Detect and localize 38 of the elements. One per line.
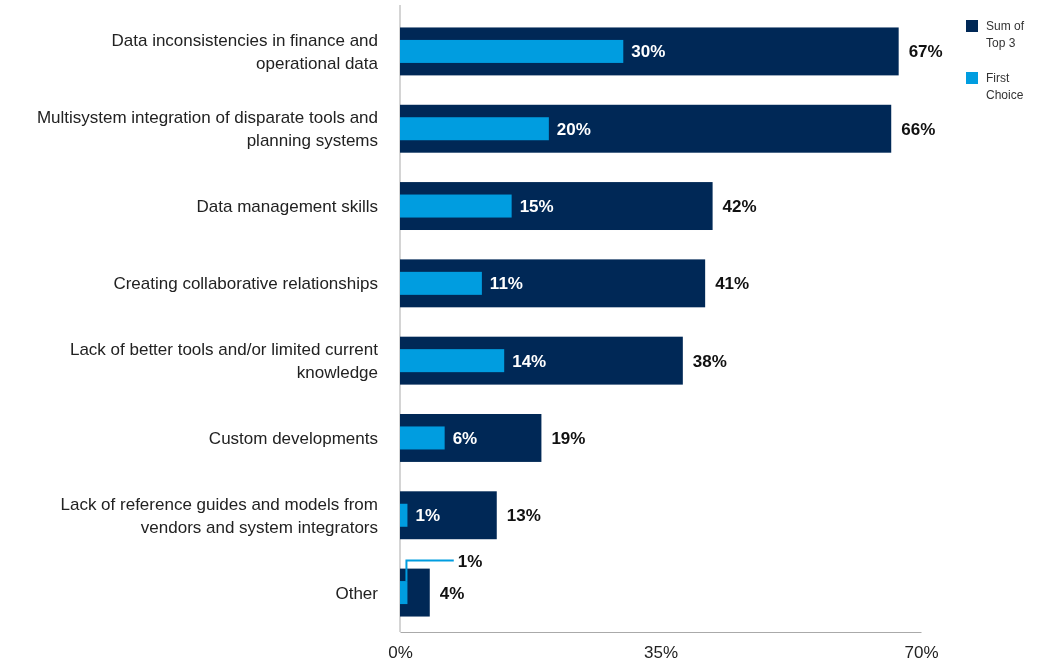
x-tick-label: 70% (904, 643, 939, 663)
bar (400, 117, 549, 141)
bar (400, 581, 408, 605)
data-label: 15% (519, 197, 554, 217)
x-tick-label: 0% (388, 643, 413, 663)
data-label: 19% (551, 428, 586, 448)
bar (400, 503, 408, 527)
data-label: 1% (457, 551, 483, 571)
y-tick-label: Custom developments (208, 428, 378, 448)
y-tick-label: Other (335, 583, 379, 603)
data-label: 67% (908, 42, 943, 62)
data-label: 14% (512, 351, 547, 371)
bar (400, 194, 512, 218)
data-label: 42% (722, 197, 757, 217)
y-tick-label: Lack of better tools and/or limited current knowledge (69, 340, 379, 383)
bar (400, 491, 497, 540)
data-label: 66% (901, 119, 936, 139)
y-tick-label: Creating collaborative relationships (113, 274, 378, 294)
data-label: 13% (506, 506, 541, 526)
bar (400, 349, 505, 373)
y-tick-label: Lack of reference guides and models from vendors and system integrators (60, 494, 378, 537)
data-label: 6% (452, 428, 478, 448)
x-tick-label: 35% (643, 643, 679, 663)
data-label: 11% (489, 274, 523, 294)
legend-label: Sum of Top 3 (986, 19, 1025, 50)
data-label: 20% (556, 119, 591, 139)
y-tick-label: Data inconsistencies in finance and operational data (111, 30, 379, 73)
data-label: 30% (631, 42, 666, 62)
bar (400, 39, 624, 63)
data-label: 4% (439, 583, 465, 603)
bar (400, 426, 445, 450)
y-tick-label: Data management skills (196, 197, 378, 217)
legend-label: First Choice (986, 71, 1024, 102)
data-label: 41% (715, 274, 750, 294)
bar (400, 271, 482, 295)
y-tick-label: Multisystem integration of disparate tools and planning systems (36, 108, 378, 151)
data-label: 1% (415, 506, 441, 526)
data-label: 38% (692, 351, 727, 371)
